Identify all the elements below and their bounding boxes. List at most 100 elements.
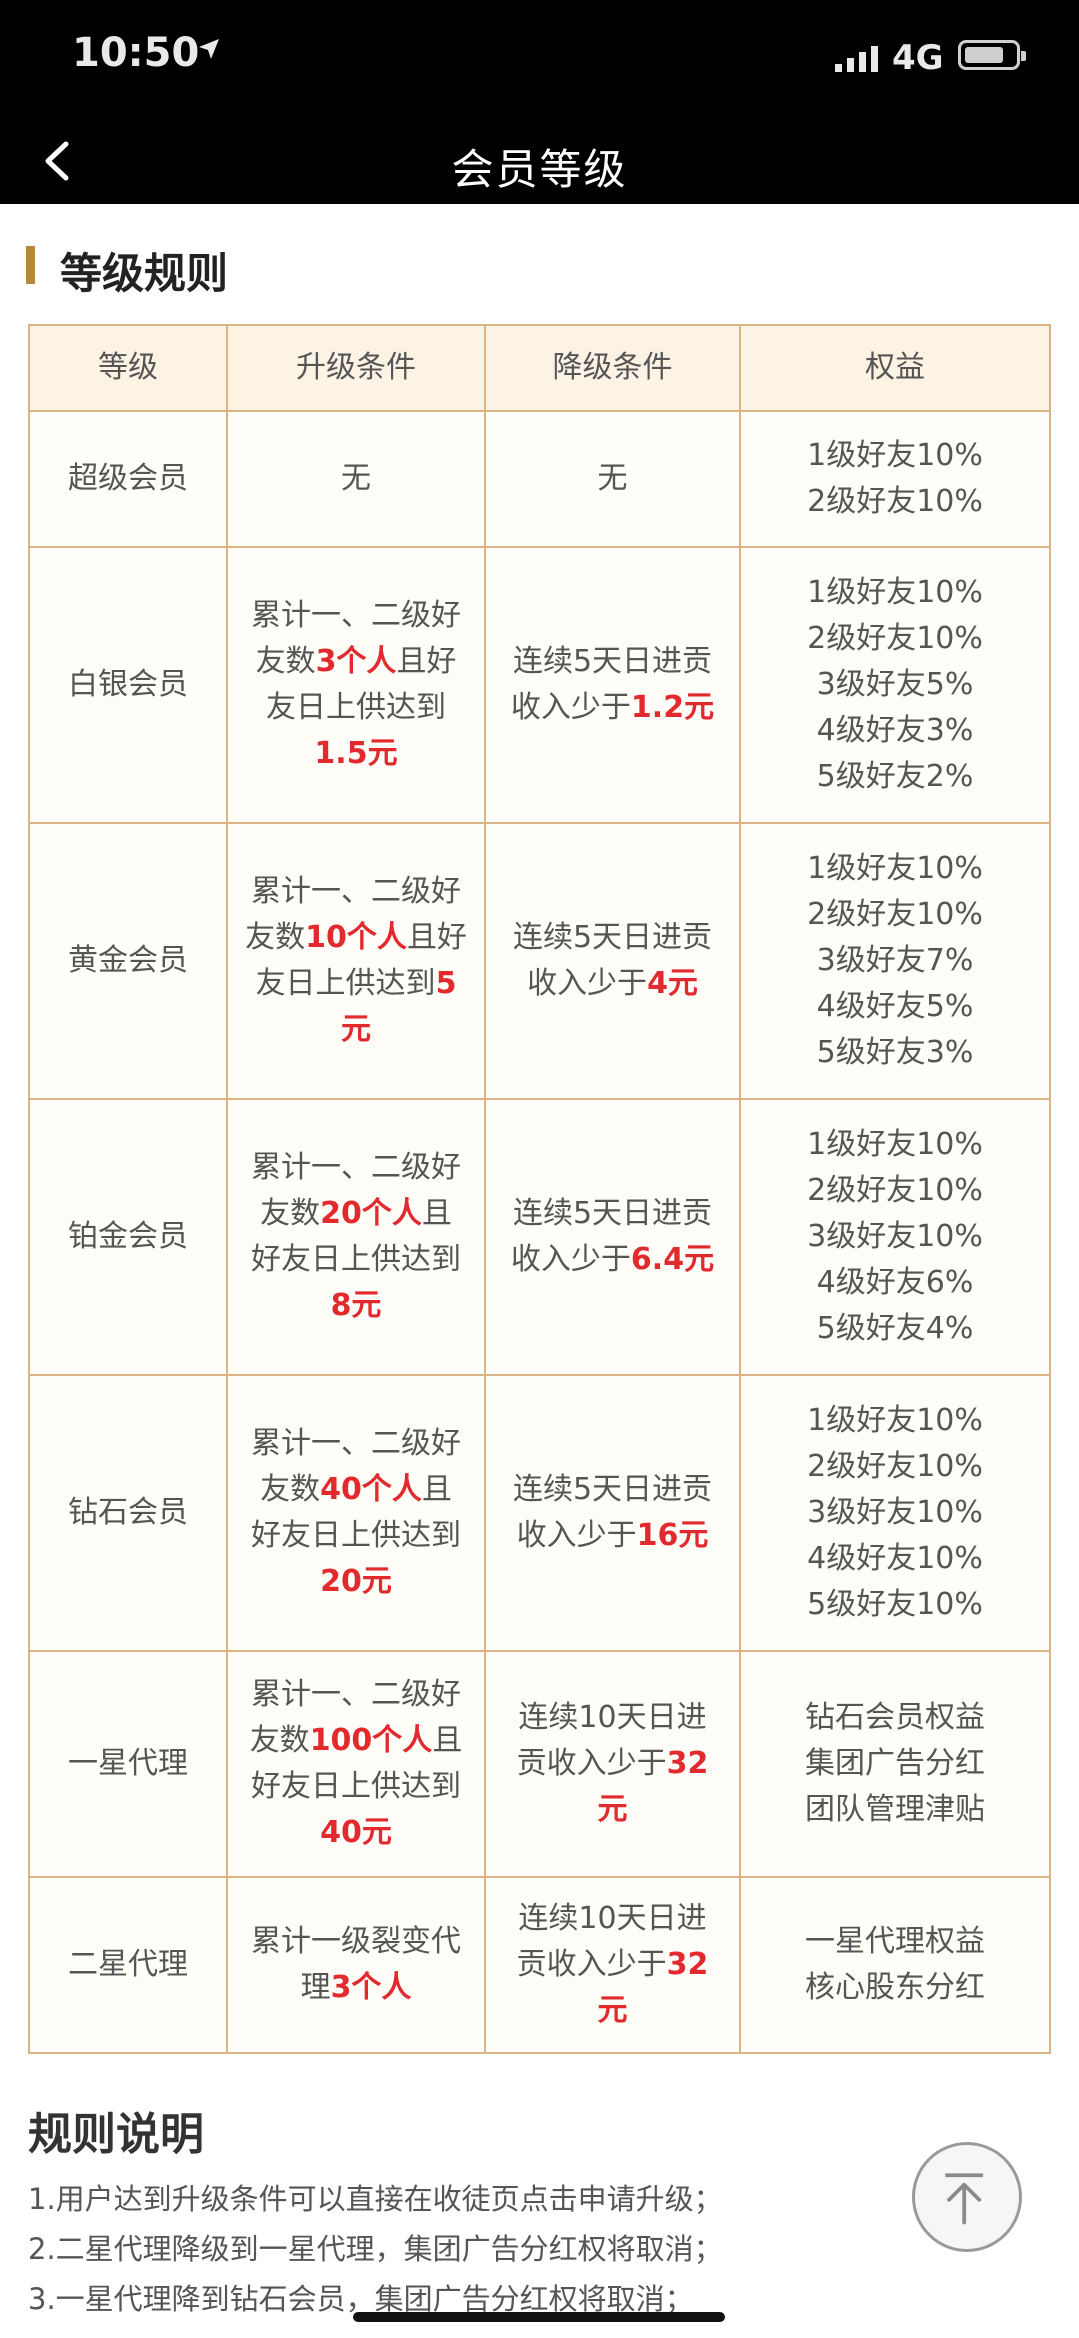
- section-title: 等级规则: [60, 249, 229, 298]
- condition-highlight: 元: [341, 1012, 371, 1047]
- level-cell: 钻石会员: [28, 1374, 228, 1652]
- condition-highlight: 1.5元: [314, 736, 398, 771]
- condition-line: 连续10天日进: [500, 1896, 725, 1942]
- condition-text: 且: [421, 1196, 452, 1231]
- benefit-item: 4级好友6%: [816, 1265, 974, 1300]
- condition-line: 元: [242, 1007, 470, 1053]
- condition-highlight: 1.2元: [630, 690, 715, 725]
- condition-line: 元: [500, 1787, 725, 1833]
- level-cell: 二星代理: [28, 1876, 228, 2054]
- condition-text: 友数: [255, 644, 316, 679]
- condition-highlight: 40元: [320, 1815, 392, 1850]
- condition-text: 理: [300, 1970, 331, 2005]
- condition-line: 8元: [242, 1283, 470, 1329]
- benefit-item: 2级好友10%: [807, 1449, 983, 1484]
- benefit-item: 2级好友10%: [807, 897, 983, 932]
- condition-text: 累计一、二级好: [251, 598, 461, 633]
- section-accent-bar: [26, 246, 35, 284]
- chevron-left-icon[interactable]: [30, 128, 90, 194]
- benefit-item: 1级好友10%: [807, 1403, 983, 1438]
- condition-highlight: 100个人: [309, 1723, 433, 1758]
- header-benefits: 权益: [739, 324, 1051, 412]
- benefit-item: 集团广告分红: [805, 1746, 985, 1781]
- benefit-item: 2级好友10%: [807, 621, 983, 656]
- condition-line: 累计一、二级好: [242, 1145, 470, 1191]
- condition-text: 累计一、二级好: [251, 1426, 461, 1461]
- condition-line: 理3个人: [242, 1965, 470, 2011]
- navigation-bar: 会员等级: [0, 118, 1079, 204]
- condition-line: 20元: [242, 1559, 470, 1605]
- condition-text: 友日上供达到: [266, 690, 446, 725]
- condition-text: 无: [341, 461, 371, 496]
- condition-text: 且好: [396, 644, 457, 679]
- downgrade-condition-cell: 无: [484, 410, 741, 548]
- upgrade-condition-cell: 累计一级裂变代 理3个人: [226, 1876, 486, 2054]
- condition-line: 无: [242, 456, 470, 502]
- level-rules-table: 等级 升级条件 降级条件 权益 超级会员 无 无 1级好友10% 2级好友10% 白银会员…: [28, 324, 1051, 2054]
- condition-text: 且: [432, 1723, 463, 1758]
- downgrade-condition-cell: 连续5天日进贡 收入少于4元: [484, 822, 741, 1100]
- condition-highlight: 6.4元: [630, 1242, 715, 1277]
- condition-line: 累计一、二级好: [242, 1672, 470, 1718]
- condition-line: 贡收入少于32: [500, 1741, 725, 1787]
- table-row: 二星代理 累计一级裂变代 理3个人 连续10天日进 贡收入少于32 元一星代理权益 核心股东…: [28, 1876, 1051, 2054]
- condition-highlight: 32: [666, 1947, 709, 1982]
- upgrade-condition-cell: 累计一、二级好友数100个人且好友日上供达到 40元: [226, 1650, 486, 1878]
- condition-line: 连续5天日进贡: [500, 915, 725, 961]
- benefit-item: 团队管理津贴: [805, 1792, 985, 1827]
- benefits-cell: 钻石会员权益 集团广告分红 团队管理津贴: [739, 1650, 1051, 1878]
- back-to-top-button[interactable]: [912, 2142, 1022, 2252]
- condition-line: 累计一、二级好: [242, 593, 470, 639]
- condition-text: 连续5天日进贡: [512, 644, 713, 679]
- table-row: 白银会员 累计一、二级好 友数3个人且好 友日上供达到 1.5元 连续5天日进贡 收入少于1…: [28, 546, 1051, 824]
- condition-line: 贡收入少于32: [500, 1942, 725, 1988]
- upgrade-condition-cell: 累计一、二级好 友数20个人且 好友日上供达到 8元: [226, 1098, 486, 1376]
- condition-text: 友数: [249, 1723, 310, 1758]
- level-cell: 超级会员: [28, 410, 228, 548]
- benefit-item: 1级好友10%: [807, 851, 983, 886]
- rule-item: 1.用户达到升级条件可以直接在收徒页点击申请升级；: [28, 2182, 723, 2216]
- condition-highlight: 3个人: [330, 1970, 412, 2005]
- condition-line: 连续10天日进: [500, 1695, 725, 1741]
- benefit-item: 核心股东分红: [805, 1970, 985, 2005]
- condition-text: 无: [597, 461, 628, 496]
- condition-line: 好友日上供达到: [242, 1513, 470, 1559]
- condition-highlight: 8元: [330, 1288, 382, 1323]
- condition-highlight: 4元: [647, 966, 698, 1001]
- upgrade-condition-cell: 无: [226, 410, 486, 548]
- condition-highlight: 40个人: [320, 1472, 422, 1507]
- condition-text: 好友日上供达到: [251, 1769, 461, 1804]
- condition-highlight: 32: [666, 1746, 709, 1781]
- table-row: 铂金会员 累计一、二级好 友数20个人且 好友日上供达到 8元 连续5天日进贡 收入少于6.…: [28, 1098, 1051, 1376]
- condition-text: 收入少于: [510, 1242, 631, 1277]
- condition-text: 且好: [406, 920, 467, 955]
- benefit-item: 5级好友2%: [816, 759, 974, 794]
- condition-highlight: 20个人: [320, 1196, 422, 1231]
- header-upgrade: 升级条件: [226, 324, 486, 412]
- condition-text: 连续5天日进贡: [512, 920, 713, 955]
- rule-item: 2.二星代理降级到一星代理，集团广告分红权将取消；: [28, 2232, 723, 2266]
- upgrade-condition-cell: 累计一、二级好 友数3个人且好 友日上供达到 1.5元: [226, 546, 486, 824]
- arrow-up-to-top-icon: [945, 2173, 984, 2225]
- benefits-cell: 1级好友10% 2级好友10%: [739, 410, 1051, 548]
- condition-text: 收入少于: [510, 690, 631, 725]
- condition-text: 累计一、二级好: [251, 874, 461, 909]
- condition-text: 友数: [260, 1472, 321, 1507]
- condition-text: 累计一、二级好: [251, 1150, 461, 1185]
- downgrade-condition-cell: 连续5天日进贡 收入少于16元: [484, 1374, 741, 1652]
- condition-line: 无: [500, 456, 725, 502]
- condition-text: 好友日上供达到: [251, 1242, 461, 1277]
- condition-text: 好友日上供达到: [251, 1518, 461, 1553]
- condition-highlight: 20元: [320, 1564, 392, 1599]
- condition-line: 连续5天日进贡: [500, 639, 725, 685]
- condition-line: 友日上供达到: [242, 685, 470, 731]
- level-cell: 铂金会员: [28, 1098, 228, 1376]
- benefits-cell: 1级好友10% 2级好友10% 3级好友7% 4级好友5% 5级好友3%: [739, 822, 1051, 1100]
- header-level: 等级: [28, 324, 228, 412]
- benefit-item: 3级好友7%: [816, 943, 974, 978]
- condition-line: 累计一、二级好: [242, 1421, 470, 1467]
- upgrade-condition-cell: 累计一、二级好 友数40个人且 好友日上供达到 20元: [226, 1374, 486, 1652]
- condition-line: 元: [500, 1988, 725, 2034]
- condition-line: 友数10个人且好: [242, 915, 470, 961]
- condition-highlight: 5: [435, 966, 457, 1001]
